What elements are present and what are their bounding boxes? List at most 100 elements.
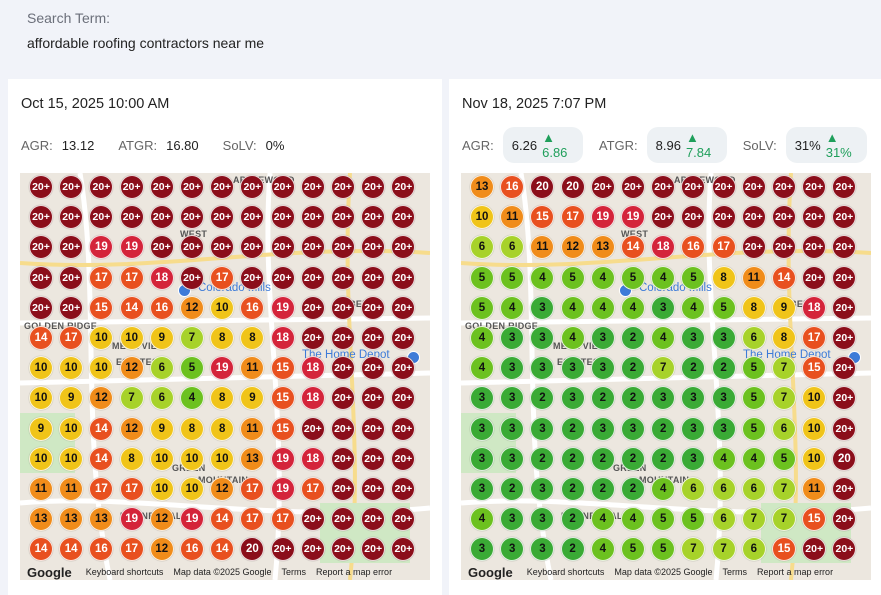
rank-dot[interactable]: 6: [741, 326, 766, 350]
rank-dot[interactable]: 9: [59, 386, 84, 411]
rank-dot[interactable]: 4: [711, 446, 736, 471]
rank-dot[interactable]: 11: [59, 477, 84, 501]
rank-dot[interactable]: 19: [270, 295, 295, 320]
rank-dot[interactable]: 20+: [711, 175, 736, 199]
rank-dot[interactable]: 17: [711, 235, 736, 260]
rank-dot[interactable]: 20+: [300, 175, 325, 199]
rank-dot[interactable]: 20+: [361, 265, 386, 290]
rank-dot[interactable]: 15: [89, 295, 114, 320]
rank-dot[interactable]: 4: [470, 356, 494, 381]
rank-dot[interactable]: 20+: [391, 416, 416, 441]
rank-dot[interactable]: 20+: [832, 326, 857, 350]
rank-dot[interactable]: 19: [590, 205, 615, 230]
rank-dot[interactable]: 9: [772, 295, 796, 320]
rank-dot[interactable]: 17: [119, 265, 144, 290]
rank-dot[interactable]: 20+: [391, 326, 416, 350]
rank-dot[interactable]: 5: [741, 416, 766, 441]
rank-dot[interactable]: 4: [590, 507, 615, 532]
rank-dot[interactable]: 17: [300, 477, 325, 501]
rank-dot[interactable]: 20+: [651, 175, 676, 199]
rank-grid-map[interactable]: APPLEWOODWESTEIBERGOLDEN RIDGEMESA VIEWE…: [20, 173, 430, 580]
rank-dot[interactable]: 19: [210, 356, 235, 381]
rank-dot[interactable]: 20+: [300, 507, 325, 532]
map-footer-link[interactable]: Keyboard shortcuts: [526, 567, 605, 577]
rank-dot[interactable]: 20+: [832, 477, 857, 501]
rank-dot[interactable]: 7: [741, 507, 766, 532]
rank-dot[interactable]: 6: [711, 477, 736, 501]
map-footer-link[interactable]: Terms: [722, 567, 748, 577]
rank-dot[interactable]: 11: [240, 416, 265, 441]
rank-dot[interactable]: 10: [210, 446, 235, 471]
rank-dot[interactable]: 9: [29, 416, 53, 441]
rank-dot[interactable]: 20+: [270, 205, 295, 230]
rank-dot[interactable]: 6: [772, 416, 796, 441]
rank-dot[interactable]: 20+: [29, 235, 53, 260]
rank-dot[interactable]: 20+: [741, 205, 766, 230]
rank-dot[interactable]: 17: [560, 205, 585, 230]
rank-dot[interactable]: 12: [149, 507, 174, 532]
rank-dot[interactable]: 8: [119, 446, 144, 471]
rank-dot[interactable]: 4: [681, 295, 706, 320]
rank-dot[interactable]: 3: [470, 537, 494, 562]
rank-dot[interactable]: 12: [119, 416, 144, 441]
rank-dot[interactable]: 9: [149, 326, 174, 350]
rank-dot[interactable]: 15: [270, 416, 295, 441]
rank-dot[interactable]: 20+: [331, 507, 355, 532]
rank-dot[interactable]: 3: [530, 326, 555, 350]
map-footer-link[interactable]: Keyboard shortcuts: [85, 567, 164, 577]
rank-dot[interactable]: 5: [651, 507, 676, 532]
rank-dot[interactable]: 10: [29, 446, 53, 471]
rank-dot[interactable]: 8: [210, 326, 235, 350]
rank-dot[interactable]: 20+: [331, 356, 355, 381]
rank-dot[interactable]: 11: [802, 477, 827, 501]
rank-dot[interactable]: 20+: [391, 265, 416, 290]
rank-dot[interactable]: 3: [711, 386, 736, 411]
rank-dot[interactable]: 5: [681, 265, 706, 290]
rank-dot[interactable]: 3: [500, 356, 525, 381]
rank-dot[interactable]: 2: [530, 386, 555, 411]
rank-dot[interactable]: 3: [590, 416, 615, 441]
rank-dot[interactable]: 16: [500, 175, 525, 199]
rank-dot[interactable]: 19: [119, 235, 144, 260]
rank-dot[interactable]: 3: [711, 416, 736, 441]
rank-dot[interactable]: 20+: [59, 235, 84, 260]
rank-dot[interactable]: 14: [210, 537, 235, 562]
rank-dot[interactable]: 20+: [391, 507, 416, 532]
rank-dot[interactable]: 3: [530, 416, 555, 441]
rank-dot[interactable]: 20+: [772, 235, 796, 260]
rank-dot[interactable]: 3: [500, 326, 525, 350]
rank-dot[interactable]: 10: [89, 326, 114, 350]
rank-dot[interactable]: 5: [651, 537, 676, 562]
rank-dot[interactable]: 11: [741, 265, 766, 290]
rank-dot[interactable]: 20+: [210, 205, 235, 230]
rank-dot[interactable]: 6: [470, 235, 494, 260]
rank-dot[interactable]: 3: [530, 537, 555, 562]
rank-dot[interactable]: 18: [270, 326, 295, 350]
rank-dot[interactable]: 20+: [89, 205, 114, 230]
rank-dot[interactable]: 17: [802, 326, 827, 350]
rank-dot[interactable]: 20+: [391, 537, 416, 562]
rank-dot[interactable]: 14: [210, 507, 235, 532]
rank-dot[interactable]: 5: [470, 295, 494, 320]
rank-dot[interactable]: 20+: [361, 235, 386, 260]
rank-dot[interactable]: 20+: [300, 205, 325, 230]
rank-dot[interactable]: 19: [270, 446, 295, 471]
rank-dot[interactable]: 2: [621, 477, 645, 501]
rank-dot[interactable]: 5: [772, 446, 796, 471]
rank-dot[interactable]: 5: [741, 386, 766, 411]
rank-dot[interactable]: 4: [560, 295, 585, 320]
rank-dot[interactable]: 20+: [681, 205, 706, 230]
rank-dot[interactable]: 4: [651, 265, 676, 290]
rank-dot[interactable]: 3: [500, 446, 525, 471]
rank-dot[interactable]: 6: [681, 477, 706, 501]
rank-dot[interactable]: 3: [500, 537, 525, 562]
rank-dot[interactable]: 20+: [331, 537, 355, 562]
rank-dot[interactable]: 20+: [391, 446, 416, 471]
rank-dot[interactable]: 10: [210, 295, 235, 320]
rank-dot[interactable]: 13: [470, 175, 494, 199]
rank-dot[interactable]: 20+: [361, 295, 386, 320]
rank-dot[interactable]: 20: [560, 175, 585, 199]
rank-dot[interactable]: 20+: [300, 295, 325, 320]
rank-dot[interactable]: 10: [29, 356, 53, 381]
rank-dot[interactable]: 16: [149, 295, 174, 320]
